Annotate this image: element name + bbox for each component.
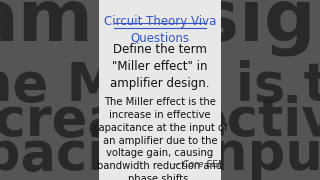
Text: The Mi: The Mi <box>0 60 138 112</box>
Text: amp: amp <box>0 0 146 56</box>
Text: ct is the: ct is the <box>161 60 320 112</box>
Text: capacita: capacita <box>0 129 167 180</box>
FancyBboxPatch shape <box>99 0 221 180</box>
Text: esign.: esign. <box>148 0 320 56</box>
Text: Circuit Theory Viva
Questions: Circuit Theory Viva Questions <box>104 15 216 44</box>
Text: -- Core EEE: -- Core EEE <box>173 160 224 169</box>
Text: ective: ective <box>191 95 320 147</box>
Text: The Miller effect is the
increase in effective
capacitance at the input of
an am: The Miller effect is the increase in eff… <box>93 97 227 180</box>
Text: e input of: e input of <box>138 129 320 180</box>
Text: Define the term
"Miller effect" in
amplifier design.: Define the term "Miller effect" in ampli… <box>110 43 210 90</box>
Text: increa: increa <box>0 95 124 147</box>
